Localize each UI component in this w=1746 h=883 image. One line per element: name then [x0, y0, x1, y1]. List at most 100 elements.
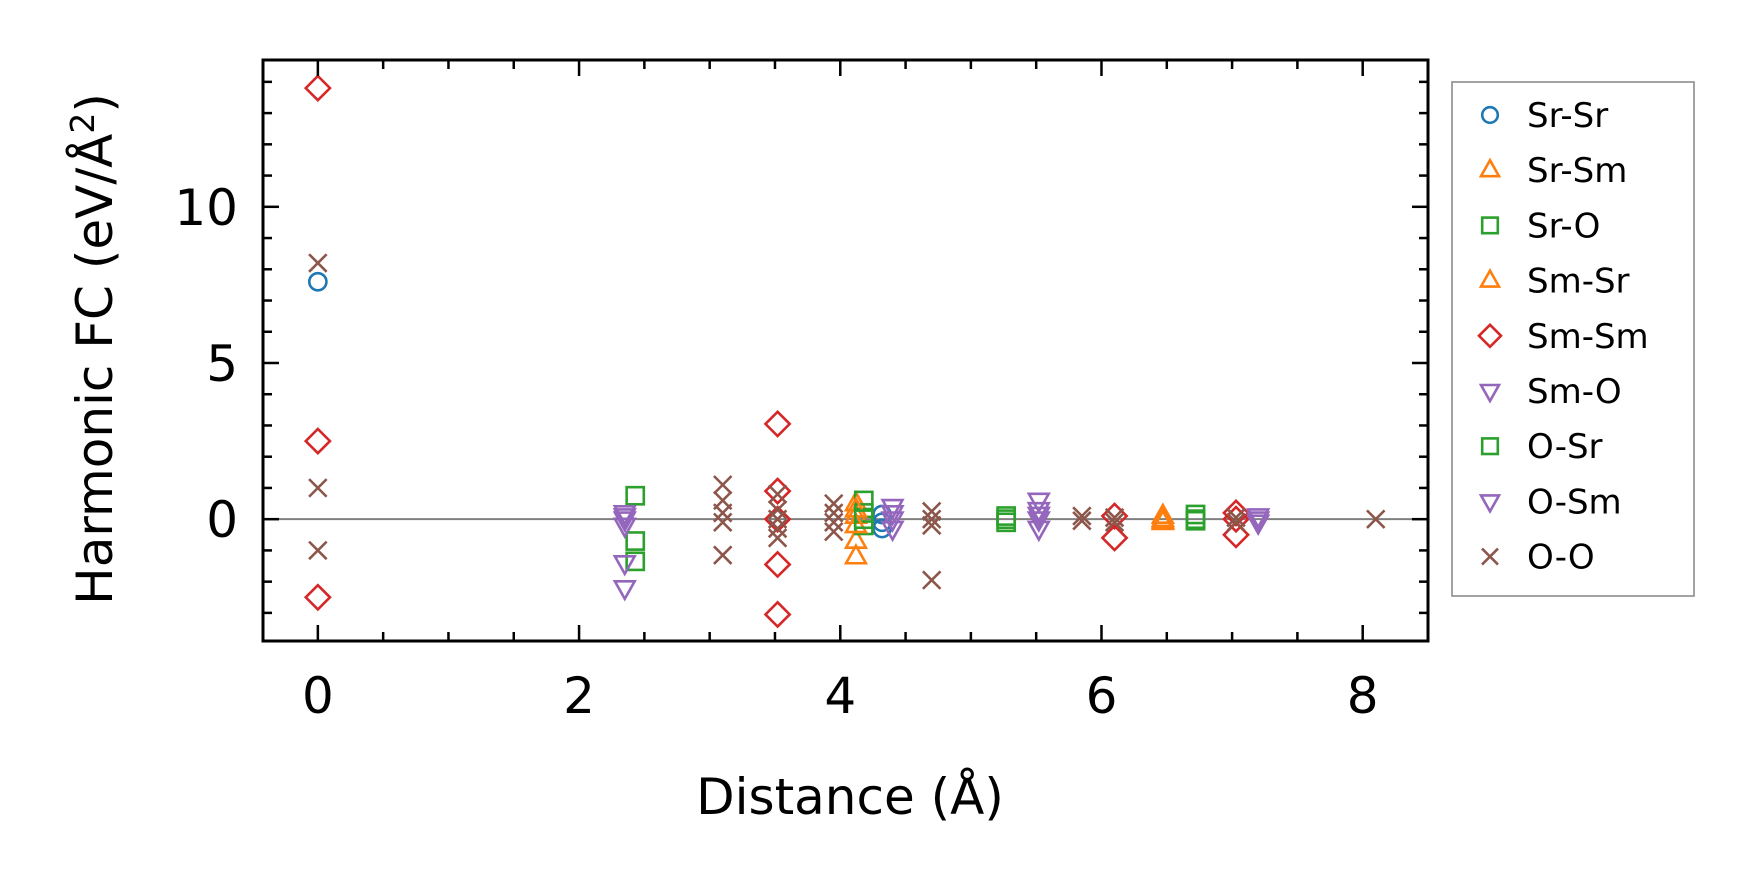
data-point: [625, 531, 646, 551]
y-axis-label-main: Harmonic FC (eV/Å: [66, 134, 124, 605]
data-point: [1150, 502, 1175, 524]
data-point: [303, 583, 332, 612]
data-point: [1072, 511, 1092, 531]
legend-marker: [1480, 437, 1500, 456]
legend-marker: [1477, 322, 1503, 349]
data-point: [625, 485, 646, 506]
data-point: [767, 484, 788, 504]
legend-label: O-Sm: [1527, 482, 1622, 522]
data-point: [824, 512, 844, 533]
data-point: [1366, 509, 1386, 529]
data-point: [1246, 514, 1271, 536]
series-sm-o: [612, 492, 1271, 602]
data-point: [308, 478, 328, 498]
data-point: [880, 505, 905, 527]
data-point: [303, 427, 332, 456]
legend-label: Sr-Sm: [1527, 151, 1627, 191]
y-tick-label: 5: [206, 335, 238, 393]
data-point: [763, 505, 792, 534]
data-point: [767, 518, 788, 539]
data-point: [763, 600, 792, 629]
data-point: [843, 527, 869, 549]
legend-label: Sm-O: [1527, 372, 1622, 412]
y-axis-label-superscript: 2: [63, 113, 102, 134]
data-point: [1026, 506, 1051, 529]
legend: Sr-Sr Sr-Sm Sr-O Sm-Sr Sm-Sm Sm-O O-Sr O-Sm O-O: [1451, 81, 1695, 597]
data-point: [307, 271, 328, 292]
data-point: [1072, 506, 1092, 526]
data-point: [308, 253, 328, 273]
data-point: [1246, 511, 1271, 533]
legend-marker: [1478, 157, 1502, 178]
axes: 0 2 4 6 8 0 5 10: [174, 58, 1430, 725]
data-point: [612, 511, 637, 533]
data-point: [713, 503, 733, 523]
data-point: [843, 511, 869, 534]
legend-label: O-Sr: [1527, 427, 1603, 467]
data-point: [1226, 512, 1246, 533]
data-point: [308, 540, 328, 561]
data-point: [996, 509, 1017, 530]
data-point: [1104, 507, 1125, 528]
data-point: [1185, 504, 1206, 525]
data-point: [612, 517, 637, 540]
x-tick-label: 8: [1347, 667, 1379, 725]
legend-box: [1451, 81, 1695, 597]
data-point: [767, 500, 788, 520]
legend-label: O-O: [1527, 538, 1595, 578]
legend-label: Sm-Sm: [1527, 317, 1649, 357]
data-point: [824, 503, 844, 523]
data-point: [612, 579, 637, 602]
data-point: [612, 555, 637, 577]
data-point: [1026, 520, 1051, 543]
data-point: [1185, 509, 1206, 530]
series-o-o: [308, 253, 1386, 590]
y-tick-label: 0: [206, 491, 238, 549]
data-point: [767, 528, 788, 548]
y-axis-label: Harmonic FC (eV/Å2): [63, 93, 124, 605]
y-axis-label-close: ): [66, 93, 124, 113]
x-tick-label: 6: [1086, 667, 1118, 725]
legend-marker: [1478, 383, 1502, 404]
data-point: [1246, 508, 1271, 530]
data-point: [763, 550, 792, 579]
legend-label: Sm-Sr: [1527, 262, 1630, 302]
x-axis-label: Distance (Å): [696, 768, 1004, 826]
series-sr-sr: [307, 271, 892, 539]
tick-marks: [263, 60, 1430, 641]
data-point: [303, 74, 332, 103]
legend-marker: [1478, 267, 1502, 288]
legend-marker: [1480, 105, 1500, 125]
series-o-sr: [853, 509, 1206, 530]
data-point: [853, 509, 874, 530]
data-point: [713, 475, 733, 495]
data-point: [1100, 523, 1129, 552]
data-point: [612, 505, 637, 527]
data-point: [612, 508, 637, 530]
data-point: [824, 521, 844, 542]
legend-label: Sr-Sr: [1527, 96, 1608, 136]
legend-marker: [1480, 216, 1500, 235]
data-point: [1104, 512, 1125, 533]
y-tick-label: 10: [174, 179, 238, 237]
data-point: [921, 570, 942, 590]
data-point: [921, 501, 942, 522]
legend-marker: [1478, 494, 1502, 515]
data-point: [824, 493, 844, 514]
x-tick-label: 0: [302, 667, 334, 725]
data-point: [843, 543, 869, 565]
data-point: [625, 551, 646, 572]
legend-marker: [1481, 547, 1499, 566]
legend-label: Sr-O: [1527, 206, 1600, 246]
data-point: [1226, 507, 1246, 528]
data-point: [763, 409, 792, 438]
series-o-sm: [612, 505, 1271, 533]
series-sm-sm: [303, 74, 1250, 629]
data-point: [1100, 502, 1129, 530]
data-point: [713, 545, 733, 565]
data-point: [921, 515, 942, 536]
data-point: [880, 498, 905, 521]
data-point: [767, 509, 788, 529]
data-point: [1150, 505, 1175, 528]
